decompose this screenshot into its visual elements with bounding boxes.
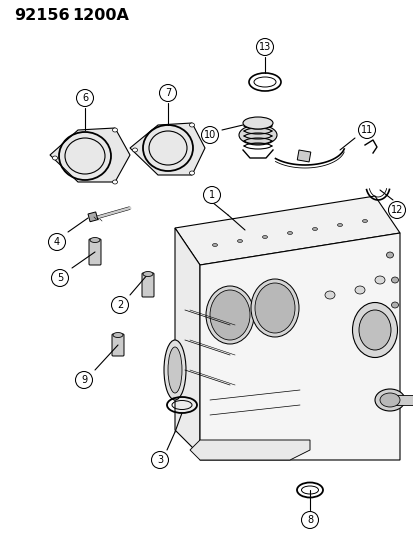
Ellipse shape [250,279,298,337]
Circle shape [51,270,68,287]
Ellipse shape [374,276,384,284]
Ellipse shape [112,180,117,184]
FancyBboxPatch shape [112,334,124,356]
Ellipse shape [374,389,404,411]
Text: 5: 5 [57,273,63,283]
FancyBboxPatch shape [89,239,101,265]
Ellipse shape [391,277,398,283]
Ellipse shape [206,286,254,344]
Ellipse shape [351,303,396,358]
Ellipse shape [386,252,392,258]
Circle shape [201,126,218,143]
Ellipse shape [337,223,342,227]
Ellipse shape [112,128,117,132]
Ellipse shape [324,291,334,299]
Ellipse shape [312,228,317,230]
Text: 6: 6 [82,93,88,103]
Text: 11: 11 [360,125,372,135]
Polygon shape [50,128,130,182]
Ellipse shape [212,244,217,246]
Text: 13: 13 [258,42,271,52]
Text: 4: 4 [54,237,60,247]
Text: 8: 8 [306,515,312,525]
Text: 1200A: 1200A [72,9,128,23]
Circle shape [256,38,273,55]
Ellipse shape [237,239,242,243]
Circle shape [75,372,92,389]
Ellipse shape [142,271,153,277]
Ellipse shape [242,117,272,129]
Ellipse shape [391,302,398,308]
Ellipse shape [379,393,399,407]
Circle shape [76,90,93,107]
Text: 9: 9 [81,375,87,385]
Ellipse shape [362,220,367,222]
Circle shape [358,122,375,139]
Ellipse shape [254,283,294,333]
Circle shape [301,512,318,529]
Ellipse shape [358,310,390,350]
Ellipse shape [287,231,292,235]
Polygon shape [130,123,204,175]
Ellipse shape [209,290,249,340]
Circle shape [48,233,65,251]
Text: 3: 3 [157,455,163,465]
Ellipse shape [52,156,57,160]
Ellipse shape [90,238,100,243]
Bar [297,150,310,162]
Ellipse shape [238,125,276,145]
Ellipse shape [113,333,123,337]
Circle shape [203,187,220,204]
Ellipse shape [189,123,194,127]
Polygon shape [199,233,399,460]
Text: 12: 12 [390,205,402,215]
Polygon shape [175,228,199,455]
Polygon shape [190,440,309,460]
Ellipse shape [164,340,185,400]
Circle shape [387,201,404,219]
Polygon shape [175,196,399,265]
Bar [394,395,412,405]
Circle shape [159,85,176,101]
Text: 1: 1 [209,190,214,200]
FancyBboxPatch shape [142,273,154,297]
Text: 7: 7 [164,88,171,98]
Text: 92156: 92156 [14,9,69,23]
Bar [88,212,97,222]
Ellipse shape [132,148,137,152]
Text: 2: 2 [116,300,123,310]
Ellipse shape [262,236,267,238]
Ellipse shape [354,286,364,294]
Ellipse shape [168,347,182,393]
Ellipse shape [189,171,194,175]
Text: 10: 10 [203,130,216,140]
Circle shape [111,296,128,313]
Circle shape [151,451,168,469]
